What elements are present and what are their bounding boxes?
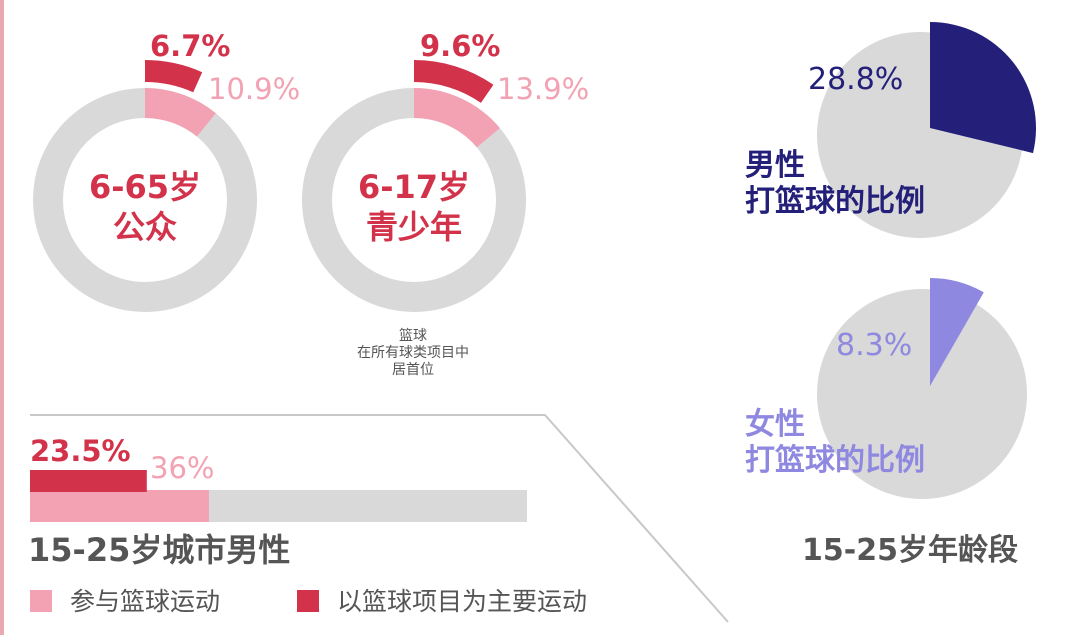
donut-1-participation-label: 10.9% xyxy=(208,72,300,106)
pie-male-caption-line-1: 男性 xyxy=(745,148,805,183)
donut-general-public: 6.7% 10.9% 6-65岁 公众 xyxy=(33,29,300,312)
basketball-note: 篮球 在所有球类项目中 居首位 xyxy=(357,328,469,378)
bar-chart-urban-male: 23.5% 36% 15-25岁城市男性 xyxy=(28,434,527,569)
donut-2-main-sport-slice xyxy=(414,60,494,103)
donut-2-center-line-2: 青少年 xyxy=(366,208,462,246)
bar-chart-title: 15-25岁城市男性 xyxy=(28,531,290,569)
donut-2-participation-label: 13.9% xyxy=(497,72,589,106)
bar-participation xyxy=(30,490,209,522)
pie-female-caption-line-1: 女性 xyxy=(745,407,805,442)
note-line-1: 篮球 xyxy=(399,328,427,344)
donut-1-center-line-1: 6-65岁 xyxy=(89,168,201,206)
donut-youth: 9.6% 13.9% 6-17岁 青少年 xyxy=(302,29,589,312)
pie-male: 28.8% 男性 打篮球的比例 xyxy=(745,22,1036,238)
pie-female-caption-line-2: 打篮球的比例 xyxy=(745,443,925,478)
pie-female-base xyxy=(817,289,1027,499)
pie-male-caption-line-2: 打篮球的比例 xyxy=(745,184,925,219)
donut-1-center-line-2: 公众 xyxy=(113,208,177,246)
legend-main-sport-label: 以篮球项目为主要运动 xyxy=(337,587,587,616)
bar-participation-label: 36% xyxy=(150,451,214,485)
donut-2-center-line-1: 6-17岁 xyxy=(358,168,470,206)
legend: 参与篮球运动 以篮球项目为主要运动 xyxy=(30,587,587,616)
bar-main-sport xyxy=(30,470,147,492)
legend-participation-label: 参与篮球运动 xyxy=(70,587,220,616)
section-frame-line xyxy=(30,414,729,623)
donut-1-main-sport-label: 6.7% xyxy=(150,29,230,63)
legend-participation-swatch xyxy=(30,590,52,612)
donut-2-main-sport-label: 9.6% xyxy=(420,29,500,63)
pie-female-value-label: 8.3% xyxy=(836,328,912,363)
pie-female-slice xyxy=(930,278,984,386)
pie-female: 8.3% 女性 打篮球的比例 xyxy=(745,278,1027,499)
bar-main-sport-label: 23.5% xyxy=(30,434,131,468)
donut-2-participation-slice xyxy=(414,88,500,148)
age-group-caption: 15-25岁年龄段 xyxy=(802,533,1018,568)
donut-1-participation-slice xyxy=(145,88,216,137)
donut-1-main-sport-slice xyxy=(145,60,203,93)
legend-main-sport-swatch xyxy=(297,590,319,612)
left-rule xyxy=(0,0,4,635)
note-line-3: 居首位 xyxy=(392,362,434,378)
note-line-2: 在所有球类项目中 xyxy=(357,345,469,361)
pie-male-value-label: 28.8% xyxy=(808,62,903,97)
pie-male-slice xyxy=(930,22,1036,154)
